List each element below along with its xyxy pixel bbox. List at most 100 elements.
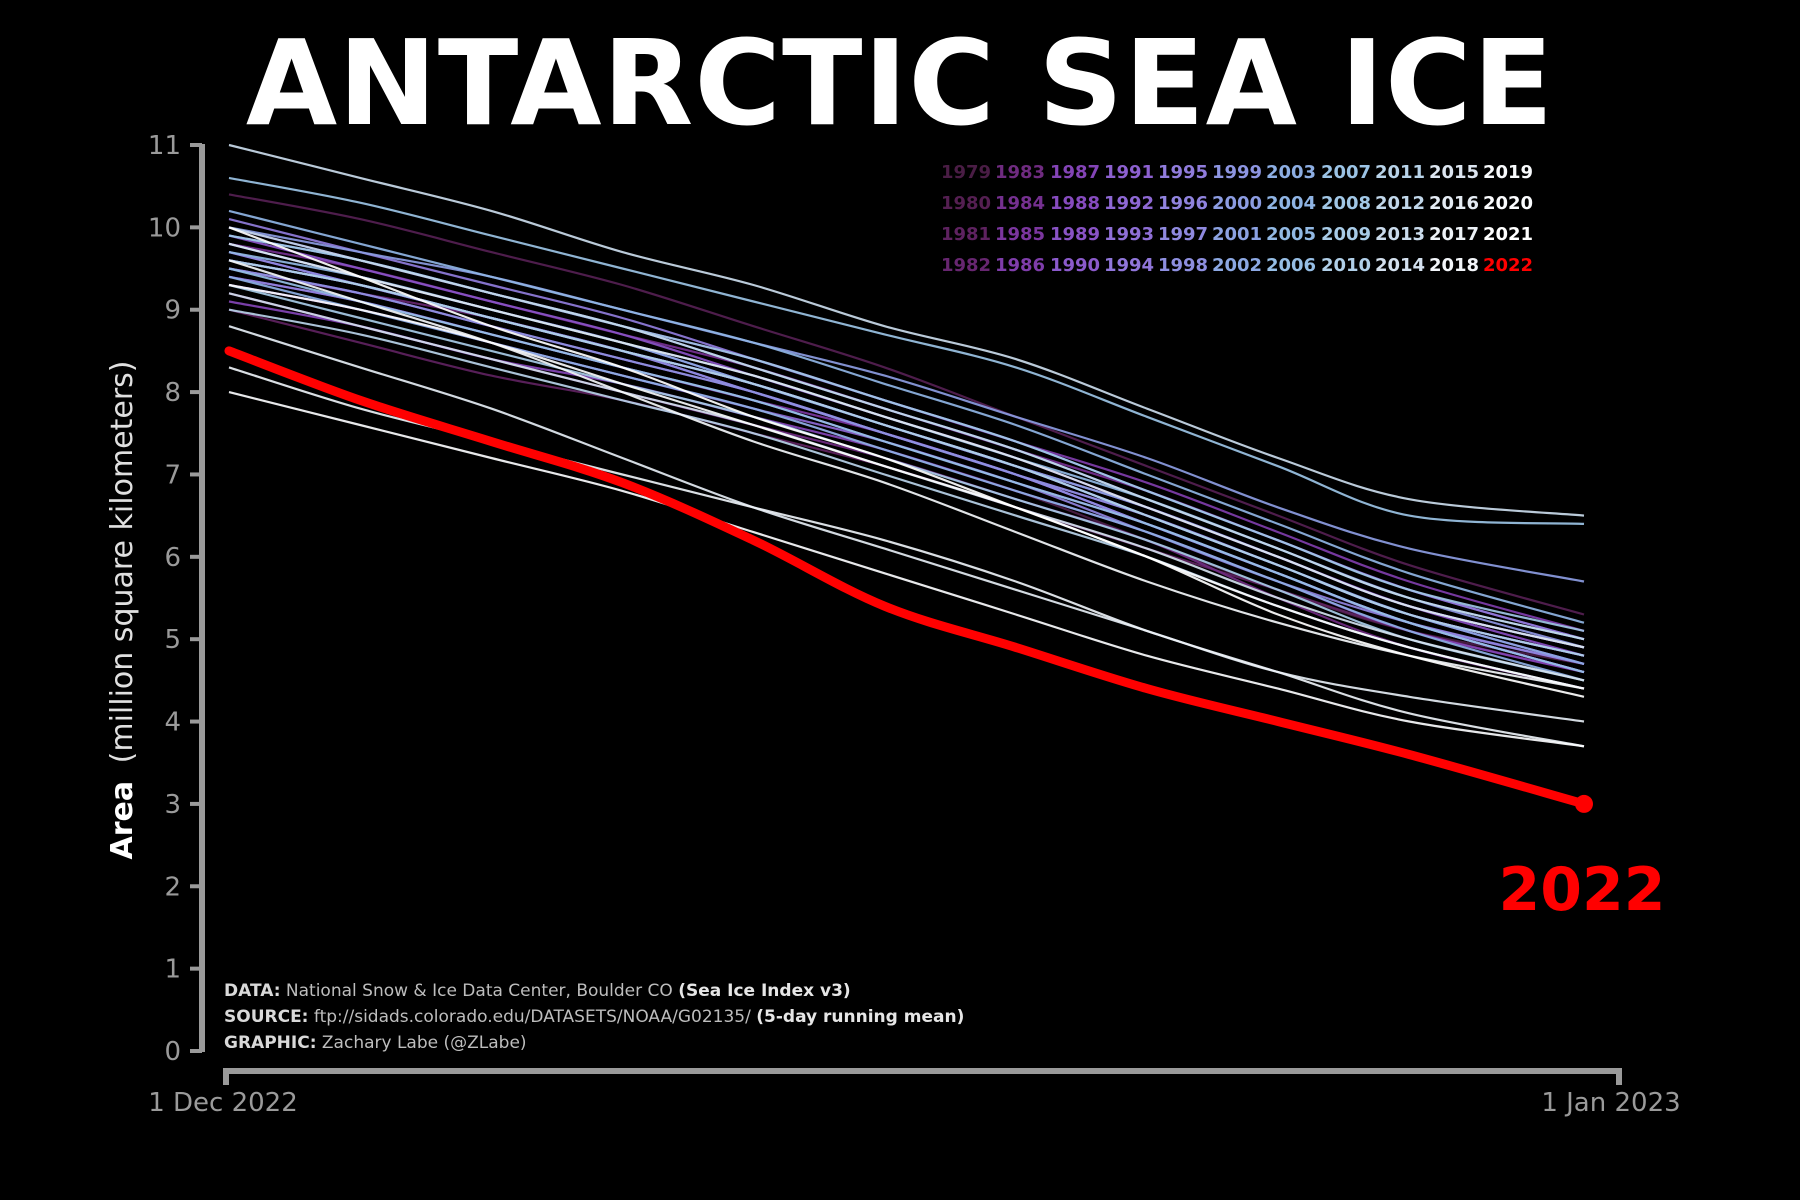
legend-item-1995: 1995	[1158, 162, 1208, 183]
y-tick-label: 10	[148, 213, 181, 243]
series-line-1994	[228, 259, 1585, 665]
series-line-1979	[228, 283, 1585, 665]
legend-item-2011: 2011	[1375, 162, 1425, 183]
y-tick-label: 5	[164, 625, 181, 655]
series-line-1989	[228, 234, 1585, 649]
series-lines	[224, 143, 1593, 813]
legend-item-2004: 2004	[1266, 193, 1316, 214]
legend-item-2021: 2021	[1483, 224, 1533, 245]
x-axis	[223, 1068, 1622, 1085]
legend-item-2005: 2005	[1266, 224, 1316, 245]
legend-item-2012: 2012	[1375, 193, 1425, 214]
legend-item-1990: 1990	[1050, 255, 1100, 276]
series-line-2013	[228, 143, 1585, 517]
credit-graphic-label: GRAPHIC:	[224, 1033, 317, 1053]
credit-source-label: SOURCE:	[224, 1007, 309, 1027]
series-line-1986	[228, 226, 1585, 632]
series-line-1999	[228, 234, 1585, 649]
legend-item-1986: 1986	[995, 255, 1045, 276]
legend-item-2015: 2015	[1429, 162, 1479, 183]
y-tick-label: 2	[164, 872, 181, 902]
series-line-2010	[228, 259, 1585, 657]
legend-item-1987: 1987	[1050, 162, 1100, 183]
series-end-marker-2022	[1575, 794, 1593, 813]
credit-graphic: GRAPHIC: Zachary Labe (@ZLabe)	[224, 1030, 964, 1056]
legend-item-2014: 2014	[1375, 255, 1425, 276]
credit-source: SOURCE: ftp://sidads.colorado.edu/DATASE…	[224, 1004, 964, 1030]
series-line-1982	[228, 267, 1585, 649]
legend-item-1982: 1982	[941, 255, 991, 276]
credit-data: DATA: National Snow & Ice Data Center, B…	[224, 978, 964, 1004]
y-tick-label: 6	[164, 543, 181, 573]
series-line-2020	[228, 391, 1585, 748]
y-axis-label-rest: (million square kilometers)	[105, 360, 140, 763]
series-line-2015	[228, 242, 1585, 649]
legend-item-2017: 2017	[1429, 224, 1479, 245]
legend-item-1983: 1983	[995, 162, 1045, 183]
chart-title: ANTARCTIC SEA ICE	[245, 14, 1555, 152]
legend-item-1979: 1979	[941, 162, 991, 183]
series-line-2006	[228, 267, 1585, 674]
series-line-2004	[228, 209, 1585, 624]
legend-item-2009: 2009	[1321, 224, 1371, 245]
legend-item-1993: 1993	[1104, 224, 1154, 245]
legend-item-1985: 1985	[995, 224, 1045, 245]
legend-item-2020: 2020	[1483, 193, 1533, 214]
credit-data-label: DATA:	[224, 981, 281, 1001]
series-line-2018	[228, 259, 1585, 690]
series-line-2019	[228, 283, 1585, 690]
legend-item-1997: 1997	[1158, 224, 1208, 245]
legend-item-1981: 1981	[941, 224, 991, 245]
legend-item-2008: 2008	[1321, 193, 1371, 214]
y-tick-label: 9	[164, 296, 181, 326]
series-line-2000	[228, 226, 1585, 583]
legend-item-2010: 2010	[1321, 255, 1371, 276]
legend-item-1999: 1999	[1212, 162, 1262, 183]
y-tick-label: 11	[148, 131, 181, 161]
legend-item-1991: 1991	[1104, 162, 1154, 183]
credit-data-paren: (Sea Ice Index v3)	[678, 981, 851, 1001]
legend: 1979 1980 1981 1982 1983 1984 1985 1986 1987 1988…	[941, 162, 1533, 276]
y-tick-label: 1	[164, 955, 181, 985]
y-tick-label: 7	[164, 460, 181, 490]
series-line-2016	[228, 325, 1585, 723]
series-line-2007	[228, 176, 1585, 525]
legend-item-1992: 1992	[1104, 193, 1154, 214]
y-tick-label: 4	[164, 708, 181, 738]
series-line-2022	[224, 346, 1589, 809]
highlight-year-label: 2022	[1499, 855, 1666, 925]
credit-graphic-text: Zachary Labe (@ZLabe)	[321, 1033, 527, 1053]
credits: DATA: National Snow & Ice Data Center, B…	[224, 978, 964, 1056]
legend-item-2000: 2000	[1212, 193, 1262, 214]
credit-source-paren: (5-day running mean)	[756, 1007, 965, 1027]
legend-item-2019: 2019	[1483, 162, 1533, 183]
series-line-2012	[228, 226, 1585, 641]
series-line-1995	[228, 218, 1585, 641]
legend-item-1980: 1980	[941, 193, 991, 214]
legend-item-2018: 2018	[1429, 255, 1479, 276]
legend-item-1994: 1994	[1104, 255, 1154, 276]
legend-item-1998: 1998	[1158, 255, 1208, 276]
y-tick-label: 0	[164, 1037, 181, 1067]
legend-item-2001: 2001	[1212, 224, 1262, 245]
legend-item-1984: 1984	[995, 193, 1045, 214]
credit-data-text: National Snow & Ice Data Center, Boulder…	[285, 981, 673, 1001]
y-axis-label-bold: Area	[105, 781, 140, 860]
legend-item-2006: 2006	[1266, 255, 1316, 276]
y-tick-label: 8	[164, 378, 181, 408]
legend-item-1988: 1988	[1050, 193, 1100, 214]
legend-item-2022: 2022	[1483, 255, 1533, 276]
legend-item-2003: 2003	[1266, 162, 1316, 183]
legend-item-1989: 1989	[1050, 224, 1100, 245]
x-start-label: 1 Dec 2022	[148, 1088, 298, 1118]
series-line-2003	[228, 275, 1585, 682]
y-axis-label: Area (million square kilometers)	[105, 360, 140, 859]
legend-item-2016: 2016	[1429, 193, 1479, 214]
y-axis: 0 1 2 3 4 5 6 7 8 9 10 11	[148, 131, 205, 1067]
legend-item-1996: 1996	[1158, 193, 1208, 214]
x-end-label: 1 Jan 2023	[1541, 1088, 1680, 1118]
series-line-2021	[228, 226, 1585, 698]
series-line-1980	[228, 193, 1585, 616]
series-line-1990	[228, 251, 1585, 665]
